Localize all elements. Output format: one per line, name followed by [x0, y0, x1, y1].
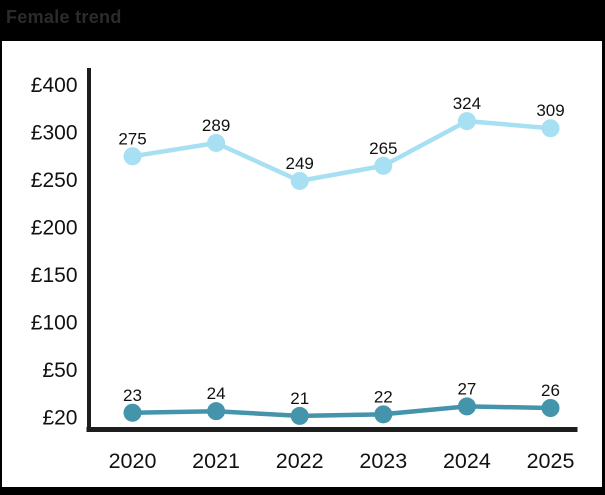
data-point: [290, 406, 309, 425]
x-axis-label: 2022: [276, 449, 324, 473]
x-axis-label: 2025: [527, 449, 575, 473]
y-axis-label: £150: [31, 264, 78, 287]
data-point: [541, 399, 560, 417]
series-line-light-blue-line: [130, 118, 553, 184]
data-point-label: 324: [453, 94, 481, 113]
data-point: [123, 147, 142, 166]
x-axis-label: 2020: [109, 449, 157, 473]
data-point-label: 23: [123, 386, 142, 405]
x-axis-label: 2023: [359, 449, 407, 473]
y-axis-label: £300: [31, 122, 78, 145]
series-line-teal-line: [130, 404, 553, 419]
x-axis-label: 2024: [443, 449, 491, 473]
data-point-label: 289: [202, 116, 230, 135]
data-point: [374, 405, 393, 424]
y-axis-label: £250: [31, 169, 78, 192]
data-point-label: 24: [207, 384, 226, 403]
data-point: [207, 133, 226, 152]
data-point-label: 275: [118, 129, 146, 148]
data-point: [457, 397, 476, 416]
y-axis-label: £100: [31, 312, 78, 335]
data-point-label: 22: [374, 387, 393, 406]
data-point: [123, 403, 142, 422]
data-point: [290, 171, 309, 190]
data-point-label: 27: [457, 379, 476, 398]
y-axis-label: £400: [31, 74, 78, 97]
data-point: [374, 156, 393, 175]
line-chart: £400 £300 £250 £200 £150 £100 £50 £20 2020 2021 20…: [31, 68, 578, 473]
data-point-label: 21: [290, 389, 309, 408]
data-point-label: 26: [541, 381, 560, 400]
data-point-label: 265: [369, 139, 397, 158]
y-axis-label: £20: [42, 407, 77, 430]
chart-title: Female trend: [6, 7, 122, 27]
chart-panel: £400 £300 £250 £200 £150 £100 £50 £20 2020 2021 20…: [2, 41, 602, 487]
data-point: [457, 112, 476, 131]
x-axis-label: 2021: [192, 449, 240, 473]
data-point: [207, 402, 226, 421]
data-point-label: 309: [536, 101, 564, 120]
data-point-label: 249: [286, 154, 314, 173]
data-point: [541, 119, 560, 138]
y-axis-label: £200: [31, 217, 78, 240]
y-axis-label: £50: [42, 359, 77, 382]
header-bar: Female trend: [0, 0, 605, 41]
